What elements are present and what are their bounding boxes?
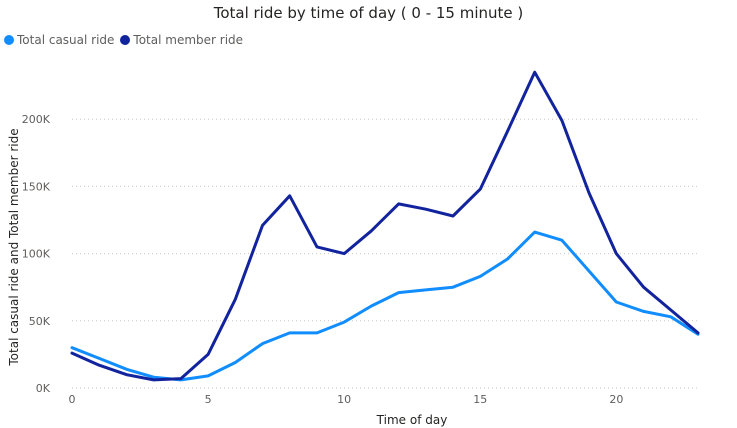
series-line-member — [70, 70, 700, 382]
y-tick-label: 150K — [22, 180, 51, 193]
legend-label-casual: Total casual ride — [17, 33, 115, 47]
x-tick-label: 0 — [69, 393, 76, 406]
x-tick-label: 20 — [609, 393, 623, 406]
x-tick-label: 15 — [473, 393, 487, 406]
legend-marker-casual — [4, 35, 14, 45]
legend[interactable]: Total casual ride Total member ride — [4, 33, 249, 47]
x-tick-label: 10 — [337, 393, 351, 406]
legend-item-casual[interactable]: Total casual ride — [4, 33, 114, 47]
legend-item-member[interactable]: Total member ride — [120, 33, 243, 47]
series-line-casual — [70, 230, 700, 382]
y-tick-label: 0K — [36, 382, 51, 395]
legend-marker-member — [120, 35, 131, 45]
chart-title: Total ride by time of day ( 0 - 15 minut… — [213, 4, 524, 22]
x-tick-label: 5 — [205, 393, 212, 406]
legend-label-member: Total member ride — [133, 33, 244, 47]
y-axis-title: Total casual ride and Total member ride — [7, 128, 21, 366]
y-tick-label: 50K — [29, 315, 51, 328]
y-tick-label: 200K — [22, 113, 51, 126]
y-tick-label: 100K — [22, 248, 51, 261]
x-axis-title: Time of day — [376, 413, 448, 427]
